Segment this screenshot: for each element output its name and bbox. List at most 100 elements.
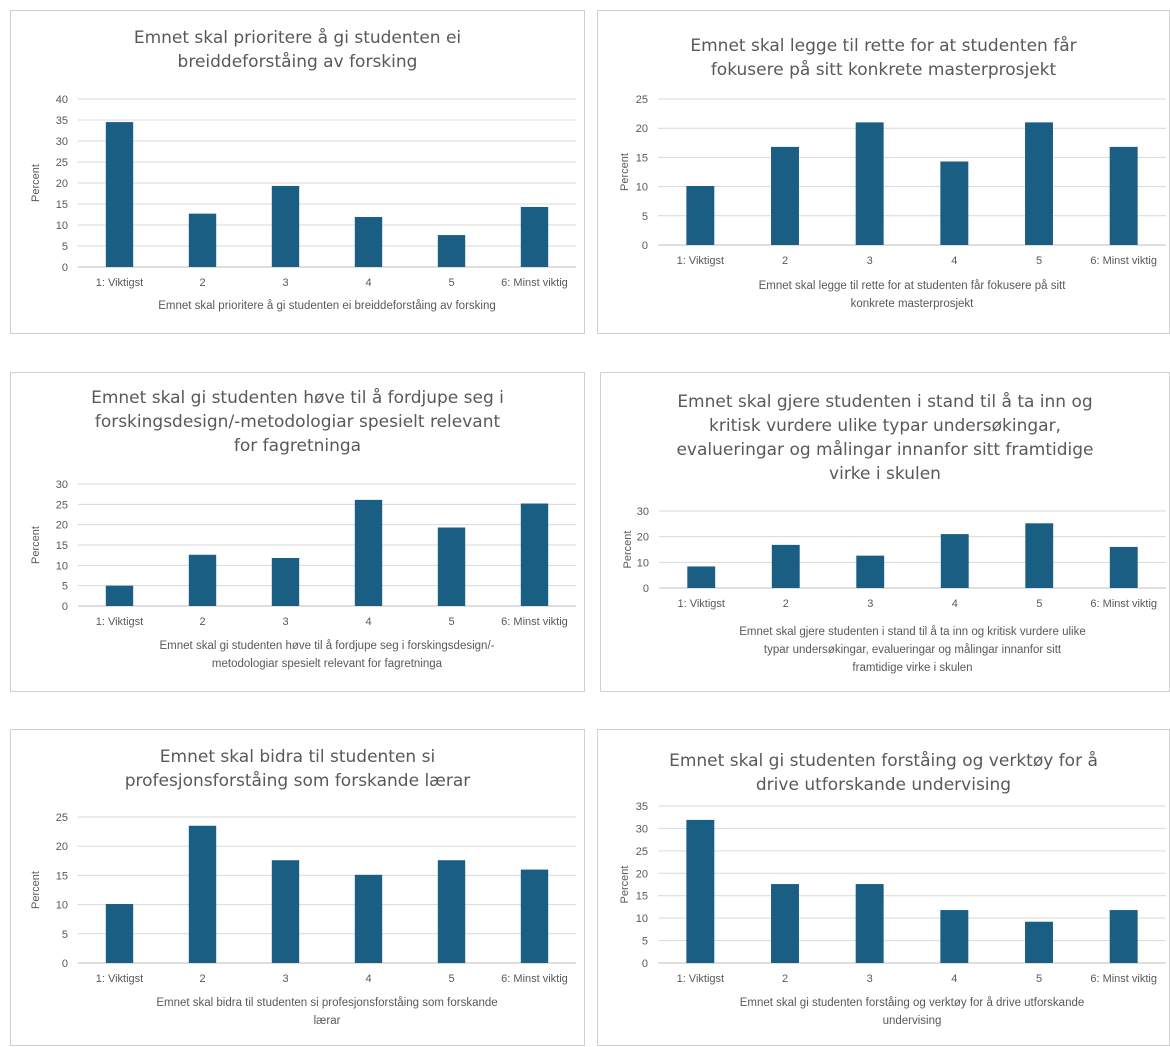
bar xyxy=(354,217,383,267)
x-tick-label: 2 xyxy=(782,255,788,267)
x-tick-label: 6: Minst viktig xyxy=(1090,598,1157,610)
bar xyxy=(1109,910,1138,963)
y-tick-label: 10 xyxy=(56,560,68,572)
y-tick-label: 0 xyxy=(643,583,649,595)
y-tick-label: 20 xyxy=(56,841,68,853)
y-tick-label: 5 xyxy=(642,211,648,223)
y-tick-label: 10 xyxy=(636,182,648,194)
y-tick-label: 10 xyxy=(56,900,68,912)
x-tick-label: 5 xyxy=(1036,255,1042,267)
x-tick-label: 1: Viktigst xyxy=(677,255,725,267)
x-tick-label: 1: Viktigst xyxy=(96,616,144,628)
x-axis-label-line: Emnet skal gi studenten forståing og ver… xyxy=(740,997,1085,1009)
y-tick-label: 5 xyxy=(62,929,68,941)
x-tick-label: 4 xyxy=(951,973,957,985)
x-axis-label-line: Emnet skal bidra til studenten si profes… xyxy=(156,997,497,1009)
y-tick-label: 10 xyxy=(636,913,648,925)
x-axis-label-line: Emnet skal gi studenten høve til å fordj… xyxy=(160,640,495,652)
bar xyxy=(188,825,217,963)
bar xyxy=(271,860,300,963)
bar xyxy=(354,874,383,963)
chart-title-line: Emnet skal bidra til studenten si xyxy=(160,747,435,767)
chart-svg-6: Emnet skal gi studenten forståing og ver… xyxy=(619,750,1166,1027)
bar xyxy=(1109,146,1138,245)
chart-title-line: evalueringar og målingar innanfor sitt f… xyxy=(676,439,1093,460)
x-tick-label: 6: Minst viktig xyxy=(501,973,568,985)
y-tick-label: 25 xyxy=(636,94,648,106)
x-tick-label: 2 xyxy=(783,598,789,610)
bar xyxy=(354,499,383,606)
x-tick-label: 1: Viktigst xyxy=(678,598,726,610)
bar xyxy=(855,122,884,245)
x-tick-label: 4 xyxy=(365,973,371,985)
y-tick-label: 0 xyxy=(62,262,68,274)
x-tick-label: 4 xyxy=(365,277,371,289)
y-tick-label: 0 xyxy=(642,958,648,970)
y-tick-label: 30 xyxy=(636,823,648,835)
bar xyxy=(105,585,134,606)
bar xyxy=(188,213,217,267)
y-tick-label: 25 xyxy=(56,499,68,511)
y-tick-label: 35 xyxy=(636,801,648,813)
y-tick-label: 35 xyxy=(56,115,68,127)
bar xyxy=(686,186,715,245)
chart-panel-2: Emnet skal legge til rette for at studen… xyxy=(597,10,1170,334)
y-tick-label: 5 xyxy=(642,936,648,948)
x-axis-label-line: Emnet skal prioritere å gi studenten ei … xyxy=(158,300,496,312)
x-axis-label-line: konkrete masterprosjekt xyxy=(851,298,975,310)
chart-title-line: profesjonsforståing som forskande lærar xyxy=(125,770,471,791)
x-tick-label: 5 xyxy=(448,616,454,628)
bar xyxy=(940,910,969,963)
y-axis-label: Percent xyxy=(619,153,631,191)
y-tick-label: 20 xyxy=(56,178,68,190)
bar xyxy=(686,819,715,963)
x-tick-label: 3 xyxy=(867,973,873,985)
y-tick-label: 15 xyxy=(636,152,648,164)
y-tick-label: 5 xyxy=(62,581,68,593)
y-tick-label: 15 xyxy=(56,199,68,211)
bar xyxy=(271,185,300,267)
chart-svg-4: Emnet skal gjere studenten i stand til å… xyxy=(622,391,1166,674)
x-tick-label: 3 xyxy=(282,973,288,985)
chart-title-line: drive utforskande undervising xyxy=(756,775,1011,795)
bar xyxy=(1025,921,1053,963)
chart-title-line: Emnet skal legge til rette for at studen… xyxy=(690,35,1076,56)
y-axis-label: Percent xyxy=(619,866,631,904)
bar xyxy=(771,884,799,963)
bar xyxy=(105,122,134,267)
chart-panel-6: Emnet skal gi studenten forståing og ver… xyxy=(597,729,1170,1046)
y-tick-label: 15 xyxy=(636,891,648,903)
x-tick-label: 1: Viktigst xyxy=(96,973,144,985)
chart-title-line: forskingsdesign/-metodologiar spesielt r… xyxy=(95,412,501,432)
bar xyxy=(1025,122,1053,245)
y-tick-label: 30 xyxy=(56,136,68,148)
y-tick-label: 0 xyxy=(62,958,68,970)
x-tick-label: 5 xyxy=(1036,973,1042,985)
chart-panel-5: Emnet skal bidra til studenten si profesj… xyxy=(10,729,585,1046)
bar xyxy=(940,161,969,245)
y-tick-label: 15 xyxy=(56,870,68,882)
bar xyxy=(437,860,466,963)
bar xyxy=(940,534,969,588)
chart-panel-3: Emnet skal gi studenten høve til å fordj… xyxy=(10,372,585,692)
y-tick-label: 20 xyxy=(636,123,648,135)
x-tick-label: 4 xyxy=(952,598,958,610)
bar xyxy=(1025,523,1054,588)
x-axis-label-line: Emnet skal gjere studenten i stand til å… xyxy=(739,626,1085,638)
y-tick-label: 0 xyxy=(642,240,648,252)
y-tick-label: 10 xyxy=(56,220,68,232)
x-tick-label: 5 xyxy=(448,277,454,289)
x-tick-label: 2 xyxy=(199,616,205,628)
bar xyxy=(520,206,549,267)
x-axis-label-line: framtidige virke i skulen xyxy=(852,662,972,674)
x-axis-label-line: metodologiar spesielt relevant for fagre… xyxy=(212,658,443,670)
y-tick-label: 25 xyxy=(56,812,68,824)
y-axis-label: Percent xyxy=(30,526,42,564)
bar xyxy=(856,555,885,588)
y-tick-label: 30 xyxy=(637,506,649,518)
bar xyxy=(520,503,549,606)
x-axis-label-line: undervising xyxy=(883,1015,942,1027)
chart-svg-5: Emnet skal bidra til studenten si profesj… xyxy=(30,747,576,1027)
y-tick-label: 25 xyxy=(56,157,68,169)
x-tick-label: 1: Viktigst xyxy=(96,277,144,289)
